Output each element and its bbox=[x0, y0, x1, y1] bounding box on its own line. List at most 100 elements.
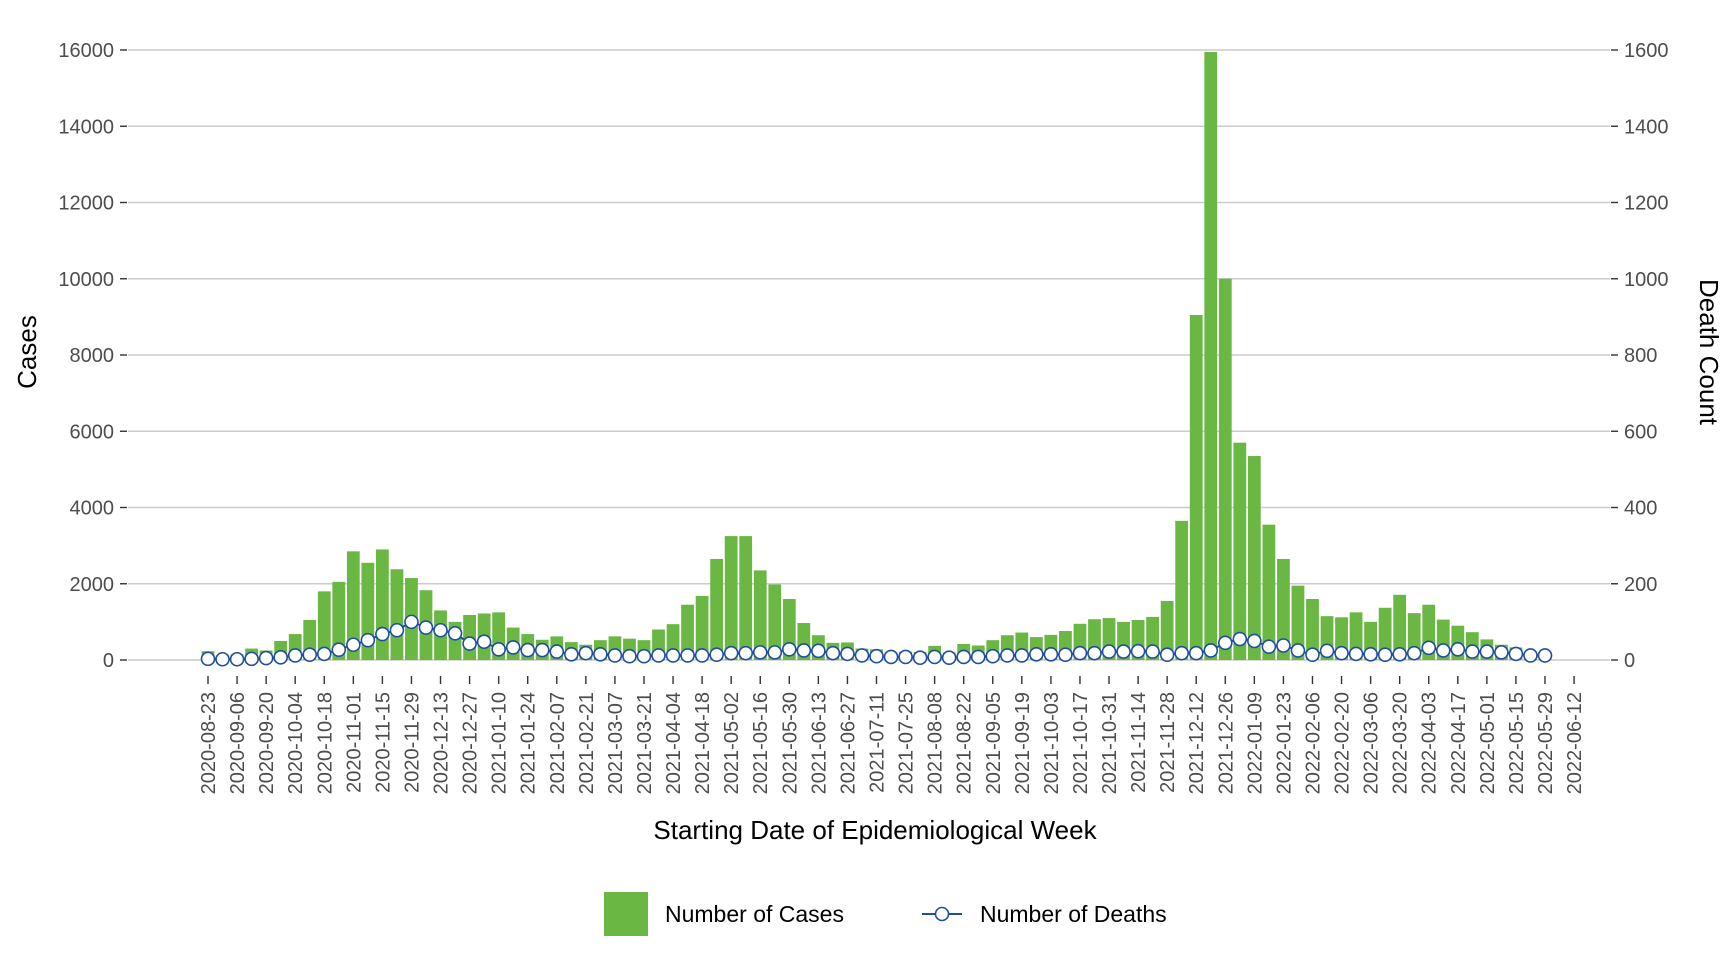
x-tick-label: 2022-05-15 bbox=[1506, 692, 1528, 794]
death-point bbox=[346, 637, 361, 653]
case-bar bbox=[681, 604, 694, 660]
death-point bbox=[1130, 643, 1146, 659]
death-point bbox=[316, 646, 332, 662]
x-tick-label: 2021-03-07 bbox=[605, 692, 627, 794]
death-point bbox=[1217, 635, 1233, 651]
death-point bbox=[1465, 644, 1480, 659]
x-tick-label: 2020-12-13 bbox=[431, 692, 453, 794]
x-tick-label: 2022-02-20 bbox=[1332, 692, 1354, 794]
x-tick-label: 2022-02-06 bbox=[1302, 692, 1324, 794]
y-axis-title-left: Cases bbox=[12, 315, 42, 389]
case-bar bbox=[695, 595, 709, 660]
case-bar bbox=[1218, 278, 1232, 660]
x-tick-label: 2021-05-02 bbox=[721, 692, 743, 794]
death-point bbox=[1232, 631, 1248, 647]
death-point bbox=[1348, 646, 1364, 662]
death-point bbox=[229, 651, 245, 667]
x-tick-label: 2021-11-14 bbox=[1128, 692, 1150, 793]
legend-label-cases: Number of Cases bbox=[665, 901, 844, 927]
death-point bbox=[287, 648, 303, 663]
case-bar bbox=[376, 549, 389, 660]
death-point bbox=[825, 645, 841, 661]
death-point bbox=[1450, 642, 1466, 657]
death-point bbox=[418, 620, 434, 635]
death-point bbox=[1247, 633, 1262, 649]
death-point bbox=[767, 645, 783, 660]
death-point bbox=[796, 643, 812, 658]
legend-swatch-cases bbox=[604, 892, 648, 936]
y-tick-right-label: 1600 bbox=[1624, 40, 1669, 62]
x-tick-label: 2021-09-19 bbox=[1012, 692, 1034, 794]
case-bar bbox=[724, 536, 738, 660]
x-tick-label: 2021-10-31 bbox=[1099, 692, 1121, 794]
deaths-line bbox=[200, 614, 1553, 667]
death-point bbox=[1523, 648, 1538, 663]
y-tick-right-label: 600 bbox=[1624, 421, 1657, 443]
death-point bbox=[680, 648, 695, 663]
x-tick-label: 2022-01-09 bbox=[1244, 692, 1266, 794]
y-tick-left-label: 0 bbox=[103, 650, 114, 672]
x-axis-title: Starting Date of Epidemiological Week bbox=[653, 815, 1097, 845]
case-bar bbox=[1204, 51, 1218, 661]
case-bar bbox=[710, 558, 724, 660]
death-point bbox=[404, 614, 419, 630]
death-point bbox=[738, 645, 754, 661]
y-tick-left-label: 6000 bbox=[70, 421, 115, 443]
x-tick-label: 2021-08-08 bbox=[925, 692, 947, 794]
death-point bbox=[476, 634, 492, 650]
death-point bbox=[811, 643, 826, 659]
death-point bbox=[433, 622, 448, 638]
y-tick-left-label: 12000 bbox=[58, 193, 114, 215]
case-bar bbox=[753, 570, 767, 660]
x-tick-label: 2021-01-24 bbox=[518, 692, 540, 794]
x-tick-label: 2021-08-22 bbox=[954, 692, 976, 794]
x-tick-label: 2020-09-06 bbox=[227, 692, 249, 794]
death-point bbox=[927, 649, 942, 665]
death-point bbox=[970, 649, 986, 665]
x-tick-label: 2020-11-01 bbox=[343, 692, 365, 793]
death-point bbox=[985, 648, 1001, 664]
death-point bbox=[1087, 645, 1102, 661]
death-point bbox=[941, 650, 957, 666]
death-point bbox=[273, 650, 288, 665]
y-tick-left-label: 2000 bbox=[70, 574, 115, 596]
death-point bbox=[1334, 645, 1349, 661]
death-point bbox=[1159, 647, 1175, 662]
death-point bbox=[956, 649, 972, 665]
x-tick-label: 2020-11-15 bbox=[372, 692, 394, 793]
x-tick-label: 2021-02-21 bbox=[576, 692, 598, 794]
death-point bbox=[752, 645, 768, 660]
death-point bbox=[1421, 640, 1437, 656]
x-tick-label: 2022-03-20 bbox=[1390, 692, 1412, 794]
legend: Number of Cases Number of Deaths bbox=[604, 892, 1167, 936]
case-bar bbox=[768, 584, 782, 660]
death-point bbox=[622, 648, 637, 664]
death-point bbox=[1101, 644, 1117, 659]
death-point bbox=[1261, 639, 1277, 654]
death-point bbox=[389, 622, 405, 638]
legend-label-deaths: Number of Deaths bbox=[980, 901, 1167, 927]
death-point bbox=[1174, 645, 1189, 661]
x-tick-label: 2022-04-03 bbox=[1419, 692, 1441, 794]
x-tick-label: 2021-01-10 bbox=[489, 692, 511, 794]
death-point bbox=[1392, 646, 1407, 662]
death-point bbox=[534, 642, 550, 658]
death-point bbox=[1508, 646, 1524, 662]
case-bar bbox=[390, 569, 404, 660]
x-tick-label: 2021-12-26 bbox=[1215, 692, 1237, 794]
x-tick-label: 2022-03-06 bbox=[1361, 692, 1383, 794]
y-tick-right-label: 400 bbox=[1624, 498, 1657, 520]
x-tick-label: 2020-10-04 bbox=[285, 692, 307, 794]
x-tick-label: 2022-05-01 bbox=[1477, 692, 1499, 794]
death-point bbox=[840, 646, 855, 662]
x-tick-label: 2021-12-12 bbox=[1186, 692, 1208, 794]
death-point bbox=[1116, 644, 1131, 659]
death-point bbox=[1319, 643, 1335, 659]
x-tick-label: 2022-05-29 bbox=[1535, 692, 1557, 794]
death-point bbox=[1406, 645, 1422, 661]
x-tick-label: 2021-11-28 bbox=[1157, 692, 1179, 793]
death-point bbox=[1537, 648, 1553, 663]
death-point bbox=[898, 649, 913, 665]
death-point bbox=[215, 651, 230, 667]
